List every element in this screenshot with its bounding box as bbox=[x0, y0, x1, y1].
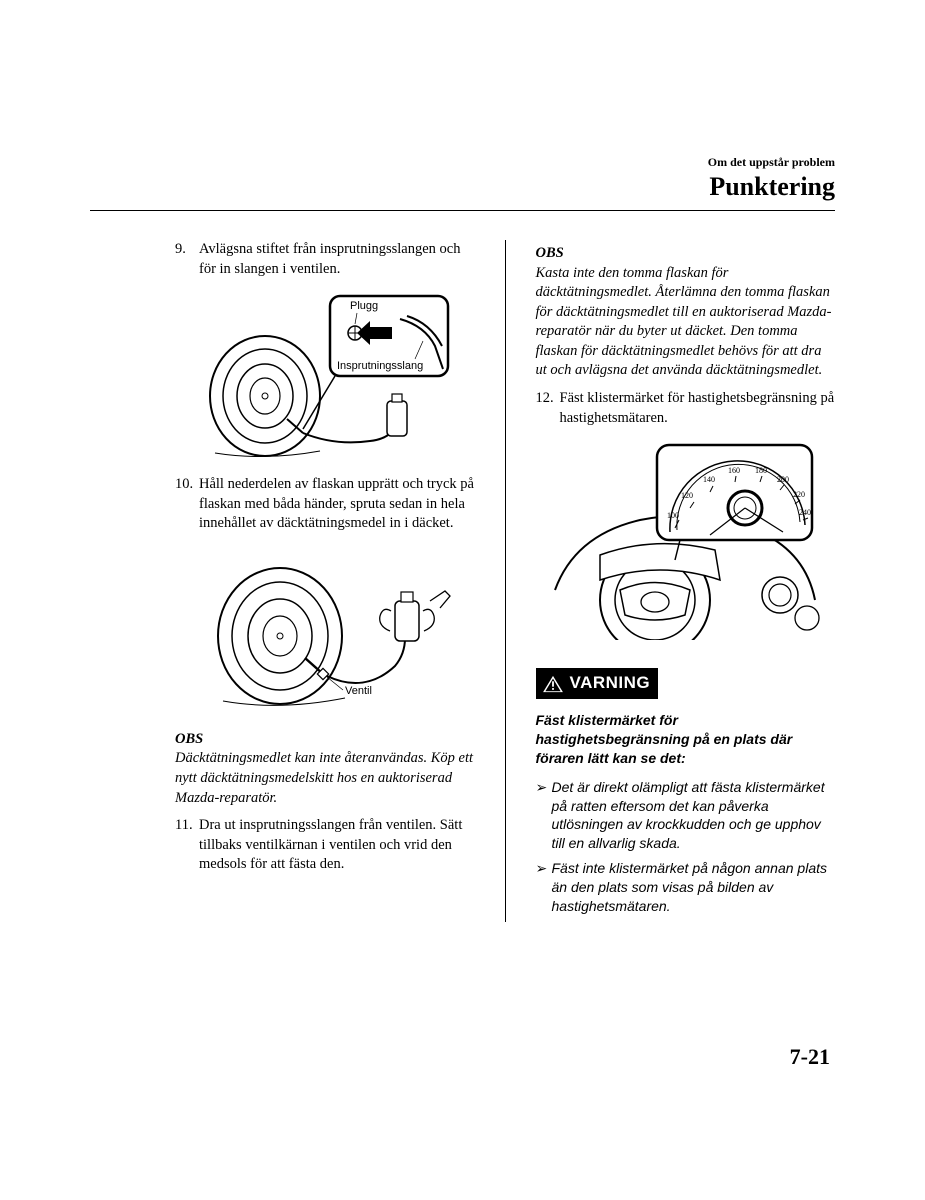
figure-3-speedometer: 100 120 140 160 180 200 220 240 bbox=[536, 440, 836, 640]
svg-text:140: 140 bbox=[703, 475, 715, 484]
warning-icon bbox=[542, 675, 564, 693]
obs-body: Däcktätningsmedlet kan inte återanvändas… bbox=[175, 749, 475, 808]
column-divider bbox=[505, 240, 506, 922]
step-9: 9. Avlägsna stiftet från insprutningssla… bbox=[175, 240, 475, 279]
right-column: OBS Kasta inte den tomma flaskan för däc… bbox=[536, 240, 836, 922]
obs-body: Kasta inte den tomma flaskan för däcktät… bbox=[536, 264, 836, 381]
figure-1-tire-plug: Plugg Insprutningsslang bbox=[175, 291, 475, 461]
obs-heading: OBS bbox=[175, 730, 475, 750]
warning-bullet: ➢ Fäst inte klistermärket på någon annan… bbox=[536, 859, 836, 916]
svg-text:200: 200 bbox=[777, 475, 789, 484]
step-number: 11. bbox=[175, 816, 199, 875]
step-10: 10. Håll nederdelen av flaskan upprätt o… bbox=[175, 475, 475, 534]
svg-text:100: 100 bbox=[667, 511, 679, 520]
chevron-icon: ➢ bbox=[536, 778, 552, 854]
figure-2-tire-valve: Ventil bbox=[175, 546, 475, 716]
step-number: 9. bbox=[175, 240, 199, 279]
left-column: 9. Avlägsna stiftet från insprutningssla… bbox=[175, 240, 475, 922]
fig1-label-plug: Plugg bbox=[350, 300, 378, 312]
warning-bullet: ➢ Det är direkt olämpligt att fästa klis… bbox=[536, 778, 836, 854]
svg-text:220: 220 bbox=[793, 490, 805, 499]
fig2-label-valve: Ventil bbox=[345, 685, 372, 697]
step-text: Fäst klistermärket för hastighetsbegräns… bbox=[560, 389, 836, 428]
step-11: 11. Dra ut insprutningsslangen från vent… bbox=[175, 816, 475, 875]
step-number: 10. bbox=[175, 475, 199, 534]
header-divider bbox=[90, 210, 835, 211]
step-text: Avlägsna stiftet från insprutningsslange… bbox=[199, 240, 475, 279]
step-number: 12. bbox=[536, 389, 560, 428]
svg-text:120: 120 bbox=[681, 491, 693, 500]
warning-label: VARNING bbox=[570, 672, 651, 695]
page-header: Om det uppstår problem Punktering bbox=[235, 155, 835, 202]
svg-text:240: 240 bbox=[799, 508, 811, 517]
warning-bullet-text: Fäst inte klistermärket på någon annan p… bbox=[552, 859, 836, 916]
step-text: Håll nederdelen av flaskan upprätt och t… bbox=[199, 475, 475, 534]
fig1-label-hose: Insprutningsslang bbox=[337, 360, 423, 372]
chevron-icon: ➢ bbox=[536, 859, 552, 916]
header-title: Punktering bbox=[235, 172, 835, 202]
svg-text:160: 160 bbox=[728, 466, 740, 475]
warning-bullet-text: Det är direkt olämpligt att fästa kliste… bbox=[552, 778, 836, 854]
content-area: 9. Avlägsna stiftet från insprutningssla… bbox=[175, 240, 835, 922]
warning-heading: Fäst klistermärket för hastighetsbegräns… bbox=[536, 711, 836, 768]
step-text: Dra ut insprutningsslangen från ventilen… bbox=[199, 816, 475, 875]
warning-badge: VARNING bbox=[536, 668, 659, 699]
svg-text:180: 180 bbox=[755, 466, 767, 475]
header-breadcrumb: Om det uppstår problem bbox=[235, 155, 835, 170]
obs-heading: OBS bbox=[536, 244, 836, 264]
step-12: 12. Fäst klistermärket för hastighetsbeg… bbox=[536, 389, 836, 428]
page-number: 7-21 bbox=[790, 1044, 830, 1070]
